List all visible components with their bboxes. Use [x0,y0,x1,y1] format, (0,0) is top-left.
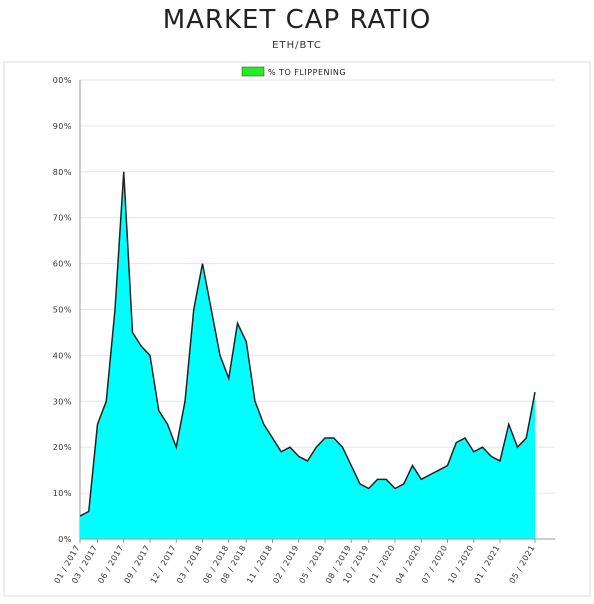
y-tick-label: 30% [53,397,72,406]
y-tick-label: 00% [53,76,72,85]
legend-label: % TO FLIPPENING [268,68,346,77]
chart-subtitle: ETH/BTC [272,40,322,51]
chart-title: MARKET CAP RATIO [163,5,432,35]
line [79,171,536,517]
y-tick-label: 0% [58,535,72,544]
y-tick-label: 70% [53,214,72,223]
y-tick-label: 40% [53,351,72,360]
y-tick-label: 20% [53,443,72,452]
y-tick-label: 60% [53,260,72,269]
legend-swatch [241,66,265,77]
area [80,171,535,540]
y-tick-label: 10% [53,489,72,498]
y-tick-label: 90% [53,122,72,131]
y-tick-label: 80% [53,168,72,177]
y-tick-label: 50% [53,306,72,315]
